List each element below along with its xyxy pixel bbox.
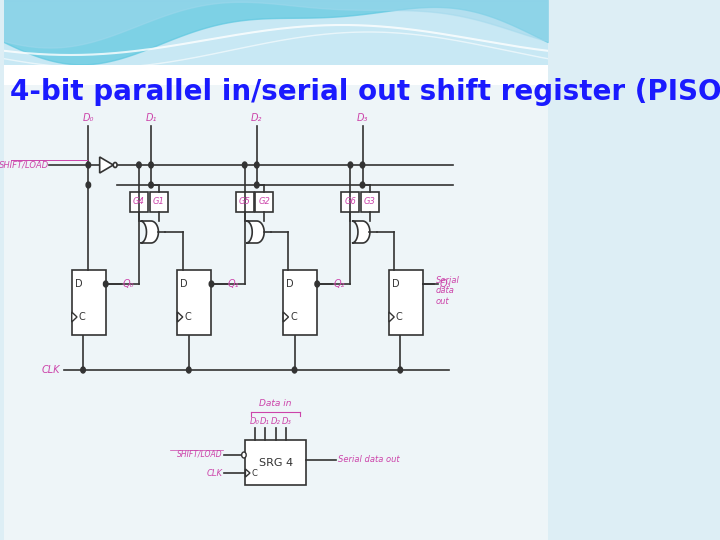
Text: Serial data out: Serial data out [338, 456, 399, 464]
Text: C: C [396, 312, 402, 322]
Text: G2: G2 [258, 198, 270, 206]
Circle shape [243, 162, 247, 168]
Polygon shape [177, 312, 183, 322]
Polygon shape [389, 312, 395, 322]
Text: G6: G6 [344, 198, 356, 206]
Text: C: C [290, 312, 297, 322]
FancyBboxPatch shape [235, 192, 253, 212]
Text: D: D [75, 279, 82, 289]
Text: G4: G4 [133, 198, 145, 206]
Circle shape [86, 182, 91, 188]
Text: D: D [392, 279, 400, 289]
Circle shape [113, 163, 117, 167]
Polygon shape [4, 65, 547, 540]
Circle shape [149, 162, 153, 168]
Circle shape [398, 367, 402, 373]
Text: Q₀: Q₀ [122, 279, 134, 289]
FancyBboxPatch shape [177, 270, 212, 335]
Text: SHIFT/LOAD: SHIFT/LOAD [177, 449, 222, 458]
Text: CLK: CLK [207, 469, 222, 477]
Text: G5: G5 [238, 198, 251, 206]
Circle shape [149, 182, 153, 188]
FancyBboxPatch shape [341, 192, 359, 212]
Polygon shape [72, 312, 77, 322]
Text: C: C [184, 312, 191, 322]
Circle shape [86, 162, 91, 168]
Circle shape [254, 182, 259, 188]
FancyBboxPatch shape [389, 270, 423, 335]
Text: D: D [287, 279, 294, 289]
Text: CLK: CLK [42, 365, 60, 375]
Circle shape [242, 452, 246, 458]
Text: D₀: D₀ [83, 113, 94, 123]
Text: G3: G3 [364, 198, 376, 206]
Text: Q₂: Q₂ [334, 279, 346, 289]
Text: D₁: D₁ [145, 113, 157, 123]
Circle shape [186, 367, 191, 373]
Polygon shape [4, 0, 547, 80]
Circle shape [360, 182, 365, 188]
Text: Data in: Data in [259, 400, 292, 408]
Polygon shape [283, 312, 289, 322]
Text: D₁: D₁ [260, 417, 270, 427]
Text: D: D [181, 279, 188, 289]
Text: C: C [78, 312, 85, 322]
Text: D₃: D₃ [282, 417, 291, 427]
Circle shape [254, 162, 259, 168]
Circle shape [315, 281, 320, 287]
Text: D₂: D₂ [271, 417, 281, 427]
Circle shape [348, 162, 353, 168]
FancyBboxPatch shape [72, 270, 106, 335]
Polygon shape [246, 221, 264, 243]
Text: D₀: D₀ [250, 417, 259, 427]
Text: SHIFT/LOAD: SHIFT/LOAD [0, 160, 49, 170]
FancyBboxPatch shape [150, 192, 168, 212]
Text: D₃: D₃ [357, 113, 368, 123]
Polygon shape [352, 221, 370, 243]
Circle shape [104, 281, 108, 287]
Circle shape [360, 162, 365, 168]
FancyBboxPatch shape [361, 192, 379, 212]
Circle shape [292, 367, 297, 373]
Text: SRG 4: SRG 4 [258, 457, 293, 468]
Text: D₂: D₂ [251, 113, 263, 123]
Text: G1: G1 [153, 198, 164, 206]
Polygon shape [140, 221, 158, 243]
Text: 4-bit parallel in/serial out shift register (PISO): 4-bit parallel in/serial out shift regis… [10, 78, 720, 106]
Polygon shape [4, 85, 547, 540]
Text: C: C [251, 469, 257, 477]
Circle shape [81, 367, 85, 373]
Text: Serial
data
out: Serial data out [436, 276, 459, 306]
FancyBboxPatch shape [246, 440, 306, 485]
Polygon shape [246, 469, 250, 477]
FancyBboxPatch shape [256, 192, 274, 212]
FancyBboxPatch shape [130, 192, 148, 212]
Circle shape [210, 281, 214, 287]
Text: Q₃: Q₃ [439, 279, 451, 289]
Polygon shape [99, 157, 113, 173]
Text: Q₁: Q₁ [228, 279, 240, 289]
Circle shape [137, 162, 141, 168]
FancyBboxPatch shape [283, 270, 318, 335]
